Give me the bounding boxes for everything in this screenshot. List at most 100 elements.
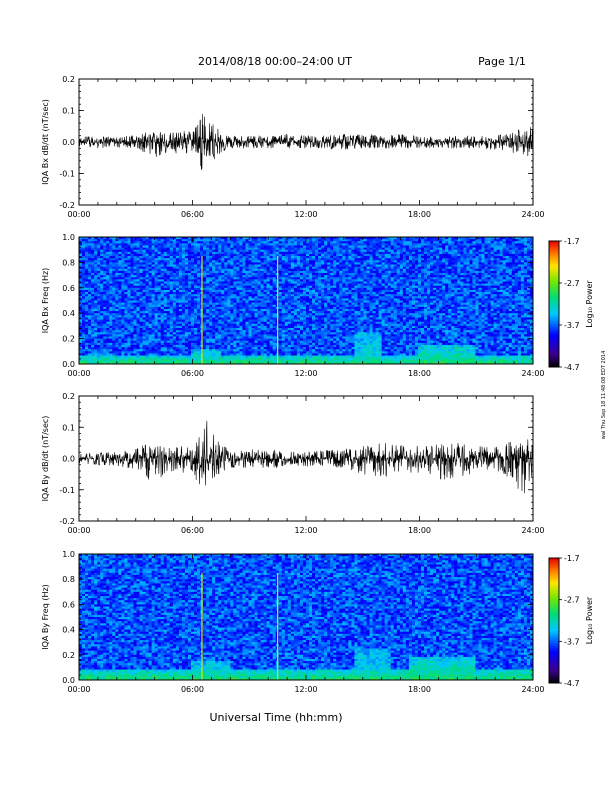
heatmap-cell — [272, 289, 277, 293]
heatmap-cell — [315, 266, 319, 270]
heatmap-cell — [121, 251, 125, 255]
heatmap-cell — [212, 353, 216, 356]
heatmap-cell — [139, 332, 143, 335]
heatmap-cell — [115, 311, 119, 314]
heatmap-cell — [133, 243, 137, 246]
heatmap-cell — [163, 243, 168, 246]
heatmap-cell — [163, 287, 168, 291]
heatmap-cell — [112, 325, 116, 329]
heatmap-cell — [181, 253, 186, 257]
heatmap-cell — [272, 294, 277, 297]
heatmap-cell — [175, 241, 180, 244]
heatmap-cell — [151, 334, 156, 337]
heatmap-cell — [82, 311, 86, 314]
heatmap-cell — [203, 319, 207, 323]
heatmap-cell — [106, 298, 110, 301]
heatmap-cell — [236, 328, 240, 331]
heatmap-cell — [312, 338, 316, 342]
heatmap-cell — [254, 347, 258, 350]
heatmap-cell — [127, 296, 131, 299]
heatmap-cell — [187, 283, 192, 287]
heatmap-cell — [124, 294, 128, 297]
heatmap-cell — [136, 264, 140, 268]
heatmap-cell — [287, 292, 292, 295]
heatmap-cell — [302, 334, 307, 337]
heatmap-cell — [91, 272, 95, 276]
heatmap-cell — [142, 294, 146, 297]
heatmap-cell — [103, 289, 107, 293]
heatmap-cell — [133, 258, 137, 261]
heatmap-cell — [233, 313, 237, 316]
heatmap-cell — [248, 262, 252, 265]
heatmap-cell — [148, 270, 153, 274]
heatmap-cell — [215, 357, 219, 361]
heatmap-cell — [127, 311, 131, 314]
heatmap-cell — [290, 336, 295, 339]
heatmap-cell — [194, 277, 198, 280]
heatmap-cell — [272, 262, 277, 265]
heatmap-cell — [318, 302, 322, 306]
heatmap-cell — [221, 292, 225, 295]
heatmap-cell — [103, 351, 107, 354]
heatmap-cell — [299, 325, 304, 329]
heatmap-cell — [236, 294, 240, 297]
heatmap-cell — [221, 319, 225, 323]
heatmap-cell — [82, 321, 86, 325]
heatmap-cell — [121, 292, 125, 295]
heatmap-cell — [315, 325, 319, 329]
heatmap-cell — [145, 308, 150, 312]
heatmap-cell — [257, 334, 261, 337]
heatmap-cell — [145, 347, 150, 350]
heatmap-cell — [100, 347, 104, 350]
heatmap-cell — [296, 296, 301, 299]
heatmap-cell — [97, 287, 101, 291]
heatmap-cell — [175, 361, 180, 365]
heatmap-cell — [103, 256, 107, 259]
heatmap-cell — [142, 247, 146, 251]
heatmap-cell — [148, 279, 153, 282]
heatmap-cell — [281, 268, 286, 272]
heatmap-cell — [88, 344, 92, 348]
heatmap-cell — [321, 313, 325, 316]
heatmap-cell — [115, 264, 119, 268]
heatmap-cell — [278, 319, 283, 323]
heatmap-cell — [181, 287, 186, 291]
heatmap-cell — [197, 361, 201, 365]
heatmap-cell — [127, 258, 131, 261]
heatmap-cell — [239, 342, 243, 346]
heatmap-cell — [215, 260, 219, 263]
heatmap-cell — [309, 243, 313, 246]
heatmap-cell — [302, 353, 307, 356]
heatmap-cell — [254, 330, 258, 333]
heatmap-cell — [151, 268, 156, 272]
heatmap-cell — [197, 357, 201, 361]
heatmap-cell — [178, 332, 183, 335]
heatmap-cell — [103, 262, 107, 265]
heatmap-cell — [142, 281, 146, 284]
heatmap-cell — [272, 330, 277, 333]
heatmap-cell — [194, 347, 198, 350]
heatmap-cell — [145, 298, 150, 301]
heatmap-cell — [112, 247, 116, 251]
heatmap-cell — [312, 239, 316, 242]
heatmap-cell — [194, 239, 198, 242]
heatmap-cell — [224, 302, 228, 306]
heatmap-cell — [142, 283, 146, 287]
heatmap-cell — [79, 298, 83, 301]
heatmap-cell — [315, 319, 319, 323]
heatmap-cell — [218, 342, 222, 346]
heatmap-cell — [251, 281, 255, 284]
heatmap-cell — [157, 319, 162, 323]
heatmap-cell — [79, 355, 83, 359]
heatmap-cell — [166, 361, 171, 365]
heatmap-cell — [251, 321, 255, 325]
heatmap-cell — [306, 325, 310, 329]
heatmap-cell — [218, 247, 222, 251]
heatmap-cell — [172, 323, 177, 327]
heatmap-cell — [115, 256, 119, 259]
heatmap-cell — [281, 351, 286, 354]
heatmap-cell — [209, 294, 213, 297]
heatmap-cell — [321, 306, 325, 310]
heatmap-cell — [281, 315, 286, 318]
heatmap-cell — [82, 355, 86, 359]
